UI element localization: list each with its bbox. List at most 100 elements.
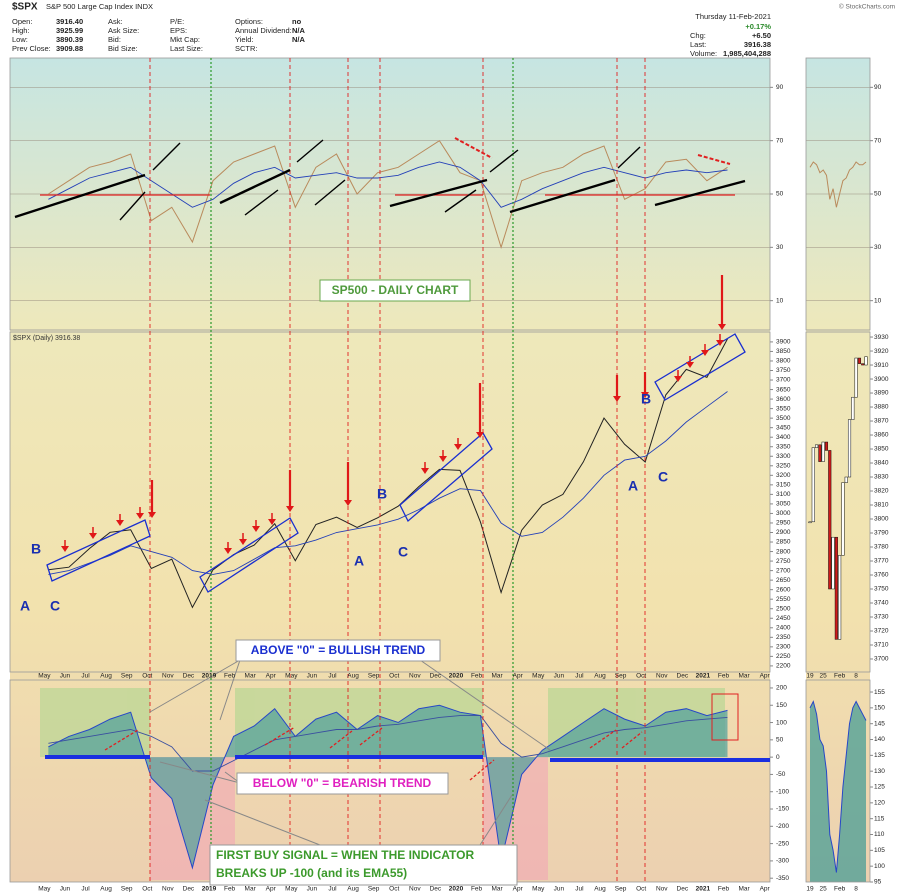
red-arrow-head	[224, 548, 232, 554]
x-tick-label: Feb	[224, 886, 236, 893]
field-label: Last:	[690, 40, 706, 49]
line	[48, 391, 728, 575]
arrow	[621, 731, 643, 749]
x-tick-label: Apr	[266, 673, 277, 680]
red-arrow-head	[641, 392, 649, 398]
buy-note: BREAKS UP -100 (and its EMA55)	[216, 866, 407, 880]
y-tick-label: 70	[874, 137, 882, 144]
wave-label: B	[641, 391, 651, 407]
y-tick-label: 145	[874, 720, 885, 727]
y-tick-label: 3750	[776, 367, 791, 374]
y-tick-label: 3930	[874, 334, 889, 341]
y-tick-label: 3900	[874, 376, 889, 383]
y-tick-label: 2400	[776, 625, 791, 632]
x-tick-label: 19	[806, 886, 814, 893]
x-tick-label: Dec	[183, 886, 195, 893]
field-value: 3916.38	[744, 40, 771, 49]
x-tick-label: Feb	[224, 673, 236, 680]
red-arrow-head	[268, 519, 276, 525]
y-tick-label: 3710	[874, 642, 889, 649]
x-tick-label: 2020	[449, 673, 464, 680]
change-pct: +0.17%	[745, 22, 771, 31]
y-tick-label: 115	[874, 815, 885, 822]
x-tick-label: Jun	[307, 886, 318, 893]
symbol: $SPX	[12, 2, 38, 13]
y-tick-label: 50	[776, 737, 784, 744]
field-label: Chg:	[690, 31, 706, 40]
zero-lines	[45, 755, 770, 762]
candle	[828, 450, 832, 590]
candle	[864, 356, 868, 366]
x-tick-label: Dec	[430, 673, 442, 680]
y-tick-label: 10	[874, 297, 882, 304]
x-tick-label: Nov	[409, 886, 421, 893]
y-tick-label: 90	[874, 84, 882, 91]
y-tick-label: 3770	[874, 558, 889, 565]
x-tick-label: Jun	[554, 673, 565, 680]
y-tick-label: 3920	[874, 348, 889, 355]
red-arrow-head	[252, 526, 260, 532]
arrow	[152, 142, 181, 171]
x-tick-label: Feb	[471, 673, 483, 680]
x-tick-label: May	[38, 886, 51, 893]
field-label: Prev Close:	[12, 44, 51, 53]
y-tick-label: 2850	[776, 539, 791, 546]
bearish-box	[236, 772, 449, 795]
field-label: Open:	[12, 17, 32, 26]
y-tick-label: 105	[874, 847, 885, 854]
rsi-trendlines	[14, 168, 746, 219]
y-tick-label: 100	[776, 719, 787, 726]
frame	[805, 679, 871, 883]
y-tick-label: 3650	[776, 386, 791, 393]
x-tick-label: Mar	[492, 673, 504, 680]
field-label: Ask Size:	[108, 26, 139, 35]
x-tick-label: Jun	[307, 673, 318, 680]
field-label: Yield:	[235, 35, 253, 44]
candle	[854, 357, 858, 398]
divergence	[454, 137, 493, 159]
y-tick-label: 3200	[776, 472, 791, 479]
candle	[841, 482, 845, 556]
x-tick-label: Oct	[389, 673, 399, 680]
y-tick-label: 110	[874, 831, 885, 838]
y-tick-label: 3730	[874, 614, 889, 621]
y-tick-label: 2650	[776, 577, 791, 584]
x-tick-label: Nov	[162, 673, 174, 680]
y-tick-label: 95	[874, 879, 882, 886]
red-arrow-head	[716, 340, 724, 346]
y-tick-label: 3910	[874, 362, 889, 369]
red-arrow-head	[476, 432, 484, 438]
field-label: Volume:	[690, 49, 717, 58]
candle	[844, 476, 848, 483]
x-tick-label: May	[285, 673, 298, 680]
field-value: 1,985,404,288	[723, 49, 771, 58]
red-arrow-head	[148, 512, 156, 518]
rsi-annotations	[14, 137, 746, 221]
field-value: 3890.39	[56, 35, 83, 44]
y-tick-label: 50	[776, 191, 784, 198]
callout	[149, 659, 241, 713]
field-value: N/A	[292, 35, 306, 44]
field-label: Bid Size:	[108, 44, 138, 53]
candle	[831, 536, 835, 590]
y-tick-label: 3810	[874, 502, 889, 509]
y-tick-label: 3600	[776, 396, 791, 403]
x-tick-label: Nov	[409, 673, 421, 680]
trendline	[654, 179, 746, 207]
y-tick-label: 2900	[776, 529, 791, 536]
y-tick-label: 3550	[776, 405, 791, 412]
candle	[824, 441, 829, 451]
wave-labels: A B C A B C A B C	[20, 391, 668, 614]
line	[48, 161, 728, 208]
price-label: $SPX (Daily) 3916.38	[13, 335, 80, 342]
y-tick-label: 3850	[874, 446, 889, 453]
arrow	[589, 729, 617, 749]
x-tick-label: Aug	[594, 673, 606, 680]
x-tick-label: May	[532, 673, 545, 680]
title-box	[319, 279, 471, 302]
wave-label: C	[658, 469, 668, 485]
buy-note: FIRST BUY SIGNAL = WHEN THE INDICATOR	[216, 848, 474, 862]
breakout-arrows	[104, 726, 643, 781]
field-value: 3925.99	[56, 26, 83, 35]
